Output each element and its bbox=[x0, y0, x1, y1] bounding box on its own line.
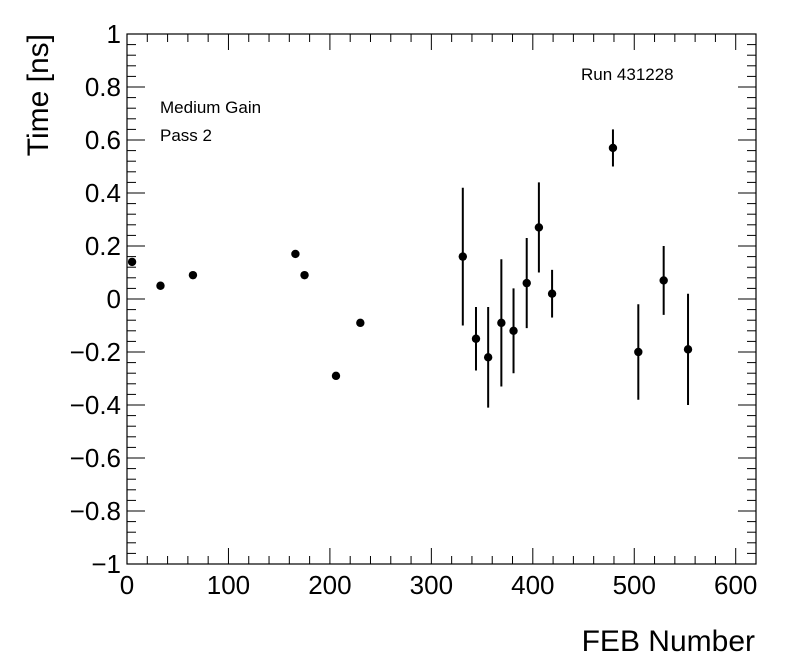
data-point bbox=[156, 281, 165, 290]
data-point bbox=[509, 326, 518, 335]
data-point bbox=[683, 345, 693, 354]
y-axis-title: Time [ns] bbox=[22, 34, 55, 156]
x-axis-title: FEB Number bbox=[582, 625, 755, 658]
x-tick-label: 100 bbox=[207, 570, 250, 600]
y-tick-label: −0.2 bbox=[70, 337, 121, 367]
annotation-pass: Pass 2 bbox=[160, 126, 212, 145]
data-points bbox=[127, 143, 693, 381]
x-tick-label: 200 bbox=[308, 570, 351, 600]
x-tick-label: 300 bbox=[410, 570, 453, 600]
annotation-gain: Medium Gain bbox=[160, 98, 261, 117]
data-point bbox=[659, 276, 668, 285]
data-point bbox=[356, 318, 365, 328]
x-tick-label: 500 bbox=[613, 570, 656, 600]
data-point bbox=[522, 278, 531, 288]
data-point bbox=[291, 249, 300, 259]
x-tick-label: 600 bbox=[714, 570, 757, 600]
y-tick-label: −0.6 bbox=[70, 443, 121, 473]
data-point bbox=[471, 334, 481, 343]
data-point bbox=[534, 223, 544, 232]
y-tick-label: 0.8 bbox=[85, 72, 121, 102]
annotation-run: Run 431228 bbox=[581, 65, 674, 84]
data-point bbox=[483, 353, 493, 362]
data-point bbox=[458, 252, 468, 261]
error-bars bbox=[461, 129, 690, 408]
data-point bbox=[127, 257, 137, 267]
y-tick-label: −1 bbox=[91, 549, 121, 579]
data-point bbox=[634, 347, 643, 357]
data-point bbox=[188, 270, 198, 280]
data-point bbox=[331, 371, 341, 381]
y-tick-label: 0.4 bbox=[85, 178, 121, 208]
data-point bbox=[497, 318, 506, 328]
data-point bbox=[300, 270, 309, 280]
x-tick-label: 400 bbox=[511, 570, 554, 600]
data-point bbox=[608, 143, 618, 153]
y-tick-label: 0.6 bbox=[85, 125, 121, 155]
y-tick-label: 0.2 bbox=[85, 231, 121, 261]
tick-labels: 0 100 200 300 400 500 600 −1 −0.8 −0.6 −0.4 −0.2 0 0.… bbox=[70, 19, 758, 600]
y-tick-label: −0.8 bbox=[70, 496, 121, 526]
y-tick-label: 1 bbox=[107, 19, 121, 49]
y-tick-label: −0.4 bbox=[70, 390, 121, 420]
y-tick-label: 0 bbox=[107, 284, 121, 314]
data-point bbox=[547, 289, 557, 298]
axis-ticks bbox=[126, 33, 757, 565]
x-tick-label: 0 bbox=[120, 570, 134, 600]
